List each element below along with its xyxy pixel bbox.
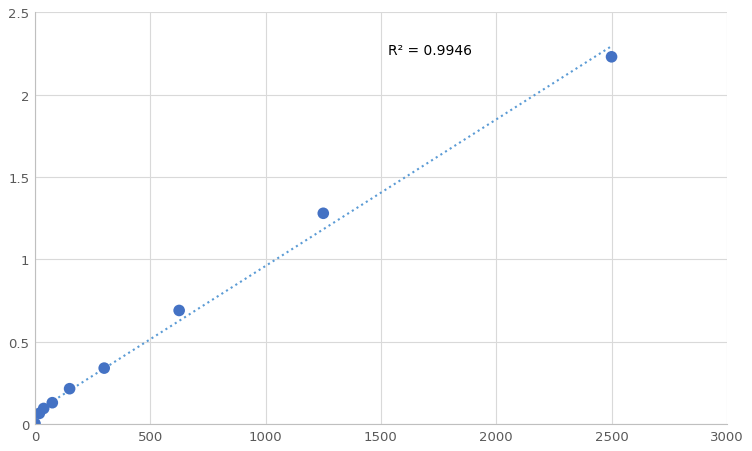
Point <box>64 385 76 392</box>
Point <box>47 399 59 406</box>
Point <box>99 365 111 372</box>
Text: R² = 0.9946: R² = 0.9946 <box>388 44 472 58</box>
Point <box>173 307 185 314</box>
Point <box>38 405 50 412</box>
Point <box>317 210 329 217</box>
Point <box>605 54 617 61</box>
Point <box>33 410 45 417</box>
Point <box>29 420 41 427</box>
